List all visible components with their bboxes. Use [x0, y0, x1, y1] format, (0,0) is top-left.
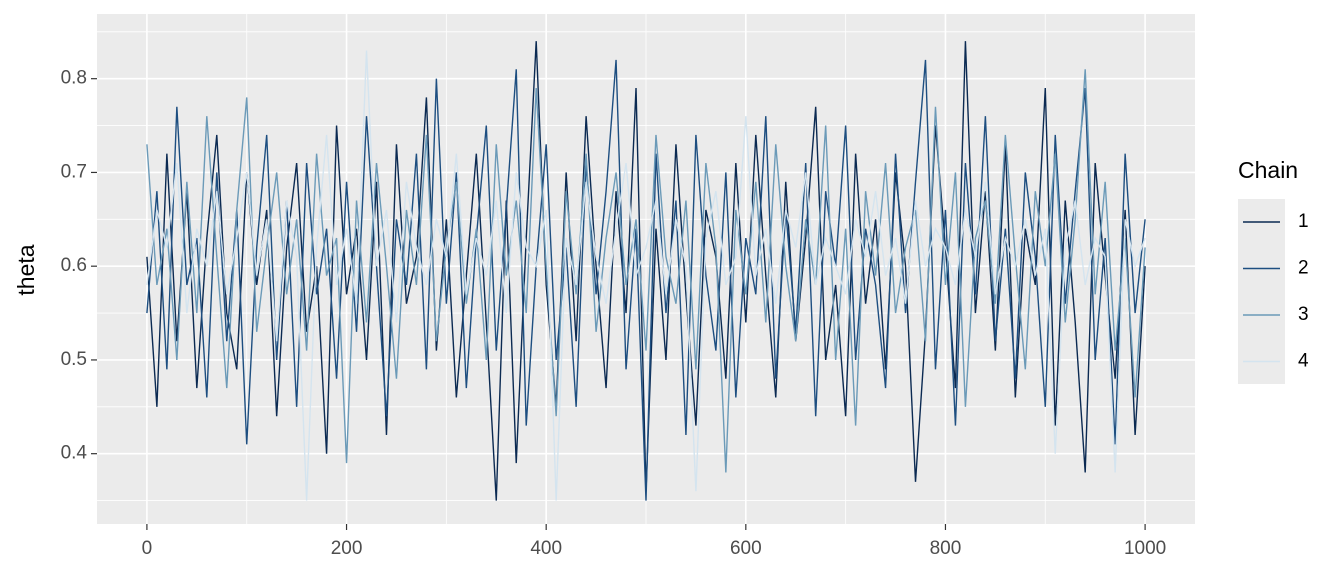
y-tick-label: 0.4	[61, 443, 88, 464]
y-tick-label: 0.8	[61, 68, 87, 89]
legend-title: Chain	[1238, 157, 1298, 183]
y-tick-label: 0.5	[61, 349, 87, 370]
x-tick-label: 0	[142, 538, 153, 559]
x-tick-label: 800	[930, 538, 962, 559]
legend-label: 2	[1298, 258, 1309, 279]
legend-label: 3	[1298, 304, 1309, 325]
legend-label: 4	[1298, 351, 1309, 372]
x-tick-label: 400	[530, 538, 562, 559]
y-tick-label: 0.7	[61, 161, 87, 182]
x-tick-label: 1000	[1124, 538, 1166, 559]
legend-label: 1	[1298, 211, 1309, 232]
x-tick-label: 600	[730, 538, 762, 559]
x-tick-label: 200	[331, 538, 363, 559]
y-tick-label: 0.6	[61, 255, 87, 276]
legend-key-bg	[1238, 199, 1285, 384]
series-line	[146, 50, 1146, 501]
series-line	[146, 69, 1146, 473]
y-axis-title: theta	[13, 244, 39, 295]
